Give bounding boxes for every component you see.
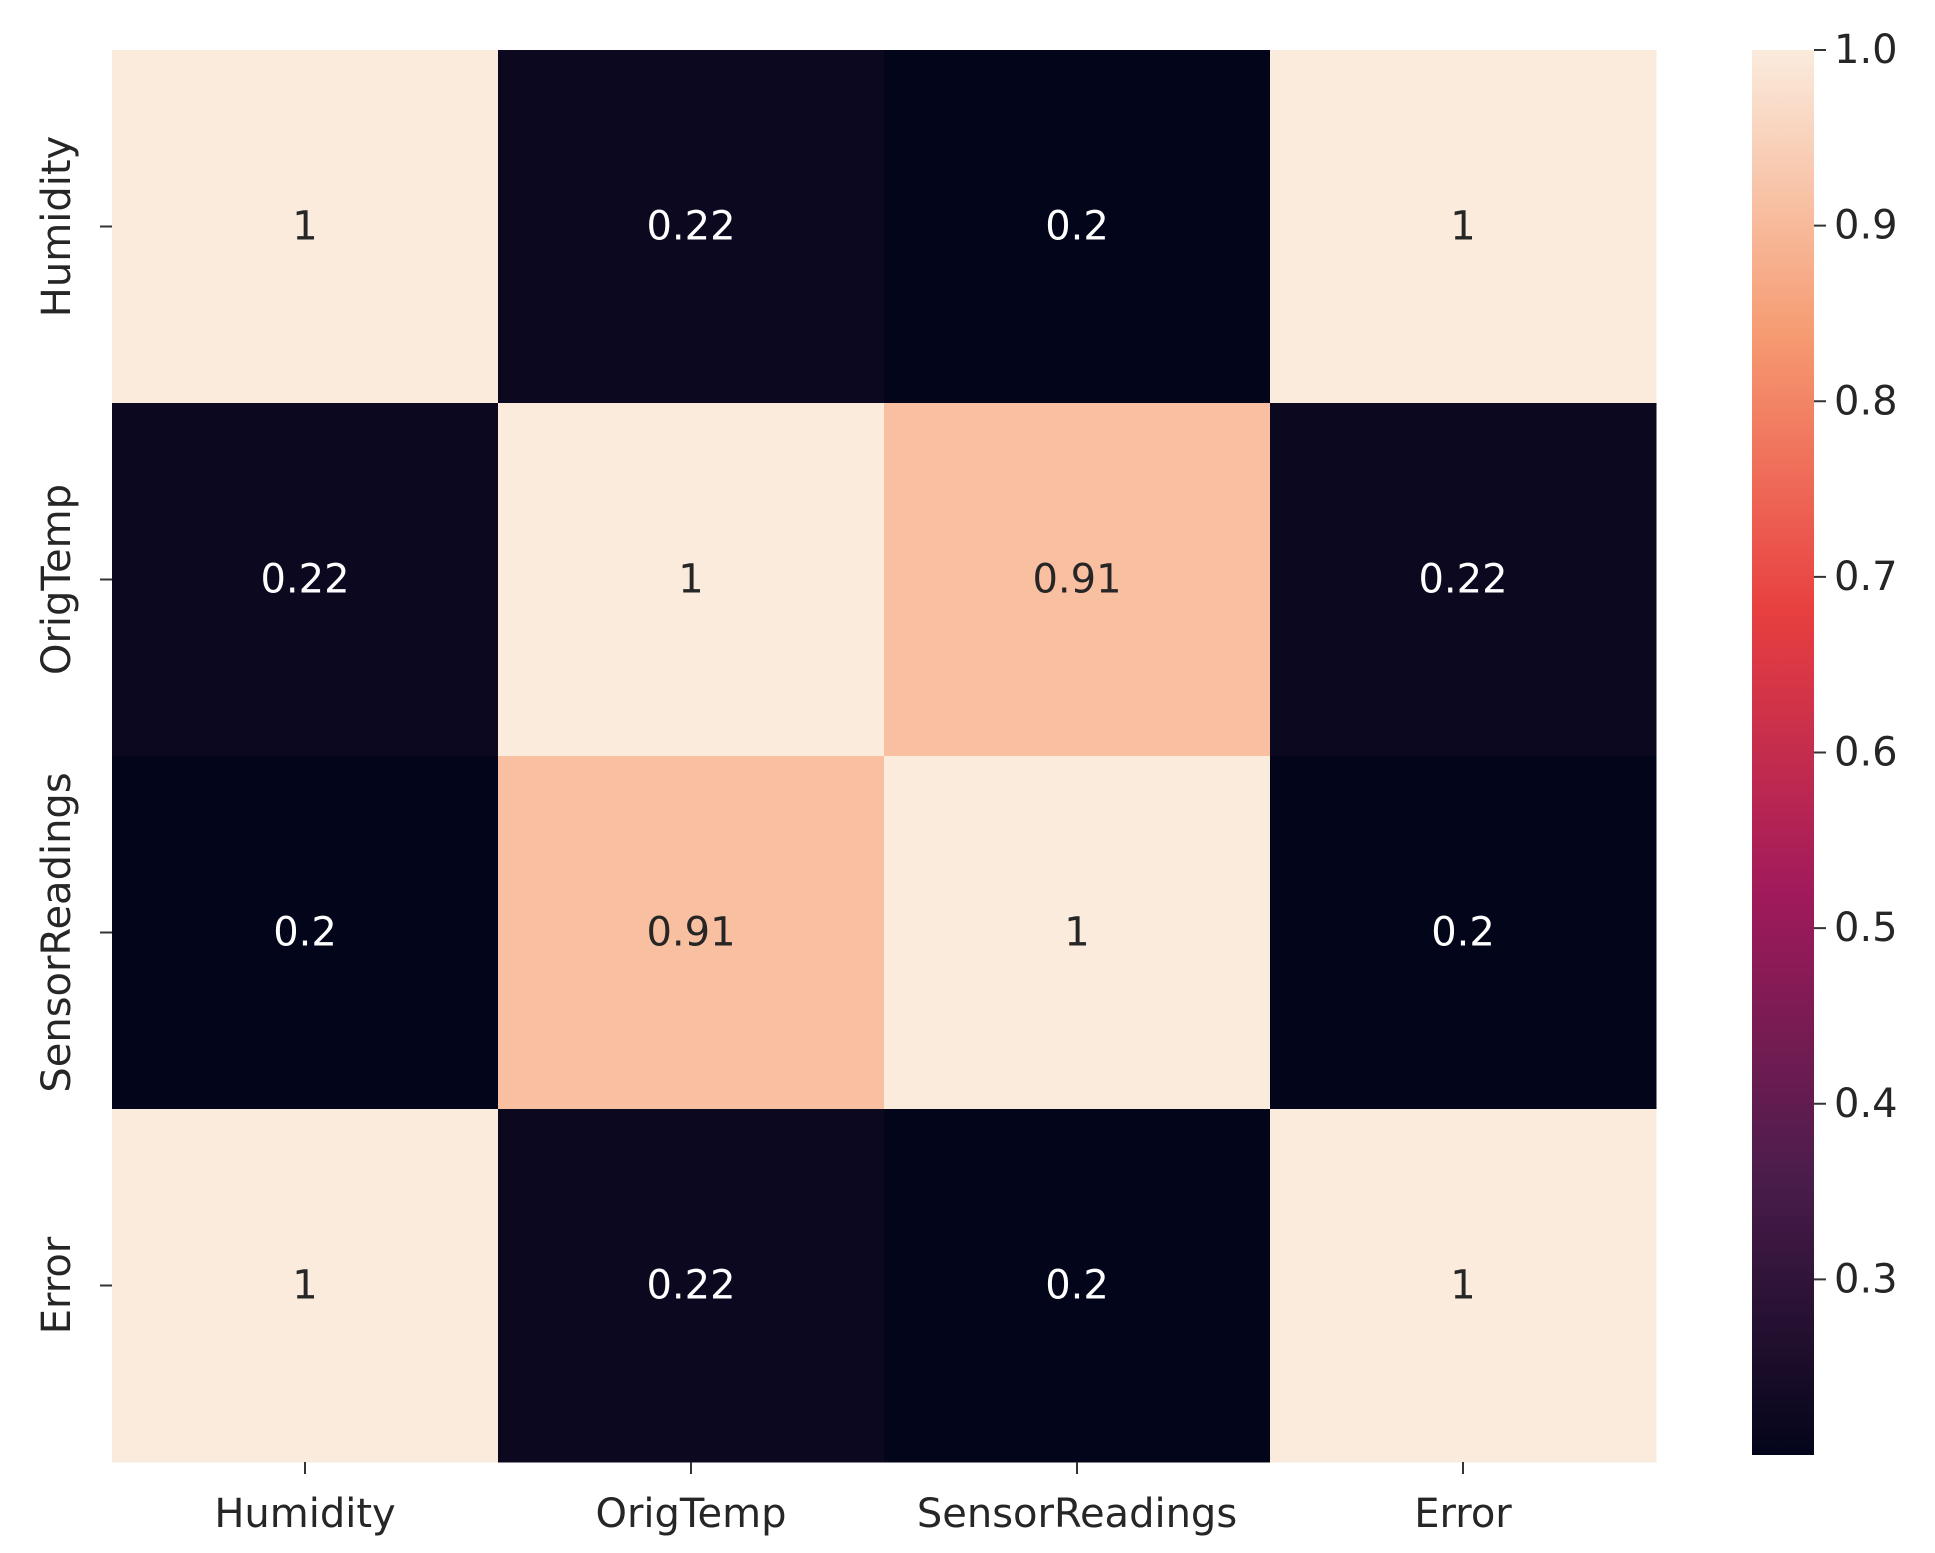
colorbar: 0.3 0.4 0.5 0.6 0.7 0.8 0.9 1.0 xyxy=(1752,27,1898,1455)
colorbar-tick-label: 0.3 xyxy=(1834,1256,1898,1302)
heatmap-annotations: 1 0.22 0.2 1 0.22 1 0.91 0.22 0.2 0.91 1 0.2 1 0.22 0.… xyxy=(260,204,1507,1309)
cell-value-label: 1 xyxy=(1450,204,1475,250)
heatmap-cell-humidity-origtemp xyxy=(498,50,885,404)
colorbar-tick-label: 0.5 xyxy=(1834,905,1898,951)
x-tick-label: Humidity xyxy=(214,1491,395,1537)
heatmap-cell-origtemp-error xyxy=(1270,403,1657,757)
heatmap-cell-error-humidity xyxy=(112,1109,499,1463)
heatmap-cell-humidity-error xyxy=(1270,50,1657,404)
cell-value-label: 0.22 xyxy=(1418,557,1507,603)
heatmap-cell-origtemp-origtemp xyxy=(498,403,885,757)
x-axis: Humidity OrigTemp SensorReadings Error xyxy=(214,1462,1512,1537)
heatmap-cells xyxy=(112,50,1657,1463)
y-tick-label: Humidity xyxy=(34,136,80,317)
heatmap-cell-error-origtemp xyxy=(498,1109,885,1463)
heatmap-cell-sensorreadings-origtemp xyxy=(498,756,885,1110)
colorbar-tick-label: 1.0 xyxy=(1834,27,1898,73)
colorbar-tick-label: 0.6 xyxy=(1834,730,1898,776)
heatmap-cell-sensorreadings-humidity xyxy=(112,756,499,1110)
cell-value-label: 0.22 xyxy=(260,557,349,603)
cell-value-label: 0.22 xyxy=(646,204,735,250)
cell-value-label: 0.91 xyxy=(1032,557,1121,603)
heatmap-cell-error-error xyxy=(1270,1109,1657,1463)
cell-value-label: 1 xyxy=(1450,1263,1475,1309)
cell-value-label: 0.2 xyxy=(1045,204,1109,250)
heatmap-cell-error-sensorreadings xyxy=(884,1109,1271,1463)
x-tick-label: SensorReadings xyxy=(917,1491,1237,1537)
heatmap-cell-sensorreadings-error xyxy=(1270,756,1657,1110)
cell-value-label: 1 xyxy=(1064,910,1089,956)
cell-value-label: 1 xyxy=(292,204,317,250)
colorbar-tick-label: 0.7 xyxy=(1834,554,1898,600)
cell-value-label: 0.2 xyxy=(1431,910,1495,956)
colorbar-gradient xyxy=(1752,50,1814,1455)
cell-value-label: 0.2 xyxy=(273,910,337,956)
heatmap-cell-origtemp-humidity xyxy=(112,403,499,757)
heatmap-cell-humidity-humidity xyxy=(112,50,499,404)
y-tick-label: SensorReadings xyxy=(34,772,80,1092)
x-tick-label: OrigTemp xyxy=(595,1491,786,1537)
x-tick-label: Error xyxy=(1414,1491,1512,1537)
y-tick-label: Error xyxy=(34,1236,80,1334)
y-tick-label: OrigTemp xyxy=(34,484,80,675)
cell-value-label: 0.2 xyxy=(1045,1263,1109,1309)
y-axis: Humidity OrigTemp SensorReadings Error xyxy=(34,136,112,1334)
cell-value-label: 1 xyxy=(678,557,703,603)
heatmap-cell-humidity-sensorreadings xyxy=(884,50,1271,404)
colorbar-tick-label: 0.4 xyxy=(1834,1081,1898,1127)
heatmap-cell-sensorreadings-sensorreadings xyxy=(884,756,1271,1110)
cell-value-label: 1 xyxy=(292,1263,317,1309)
cell-value-label: 0.22 xyxy=(646,1263,735,1309)
colorbar-tick-label: 0.8 xyxy=(1834,378,1898,424)
heatmap-cell-origtemp-sensorreadings xyxy=(884,403,1271,757)
cell-value-label: 0.91 xyxy=(646,910,735,956)
colorbar-tick-label: 0.9 xyxy=(1834,203,1898,249)
